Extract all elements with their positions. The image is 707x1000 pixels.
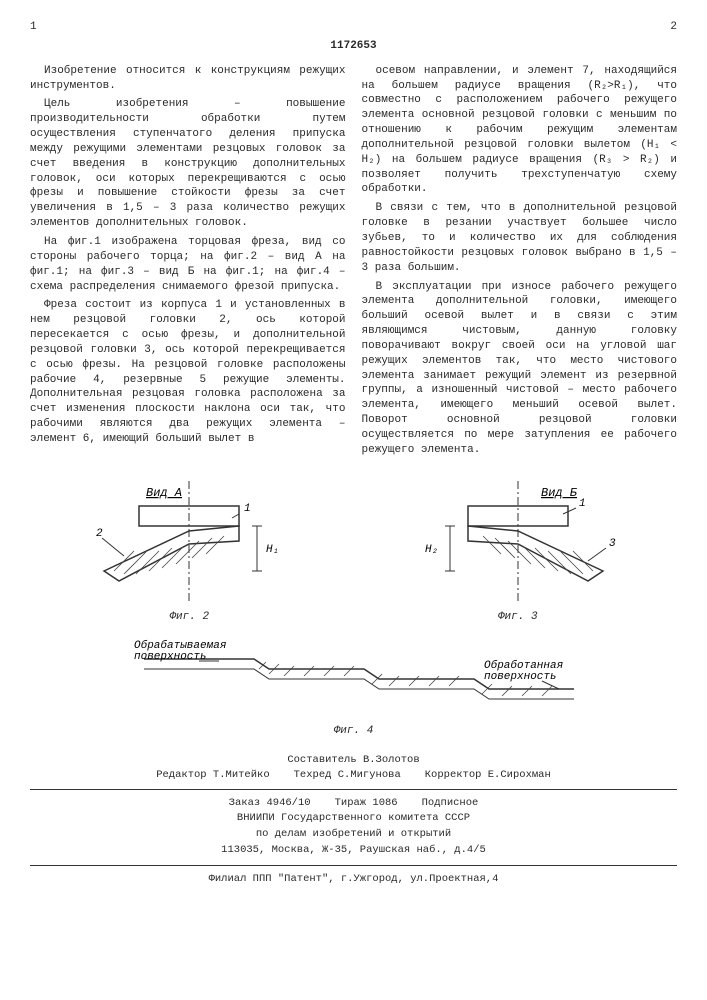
- fig3-svg: H₂ Вид Б 1 3: [413, 476, 623, 606]
- para: Фреза состоит из корпуса 1 и установленн…: [30, 298, 346, 446]
- order-num: Заказ 4946/10: [229, 796, 311, 812]
- fig2-view: Вид А: [146, 486, 182, 500]
- text-columns: Изобретение относится к конструкциям реж…: [30, 64, 677, 462]
- fig3-ref1: 1: [579, 498, 586, 510]
- para: Цель изобретения – повышение производите…: [30, 97, 346, 231]
- fig3-caption: Фиг. 3: [498, 610, 538, 625]
- page-col-2: 2: [670, 20, 677, 35]
- para: Изобретение относится к конструкциям реж…: [30, 64, 346, 94]
- fig2-caption: Фиг. 2: [169, 610, 209, 625]
- para: осевом направлении, и элемент 7, находящ…: [362, 64, 678, 198]
- column-left: Изобретение относится к конструкциям реж…: [30, 64, 346, 462]
- divider2: [30, 865, 677, 866]
- credits-block: Составитель В.Золотов Редактор Т.Митейко…: [30, 753, 677, 782]
- fig2-h-label: H₁: [266, 544, 279, 556]
- footer-block: Заказ 4946/10 Тираж 1086 Подписное ВНИИП…: [30, 796, 677, 888]
- figures-row: H₁ Вид А 1 2 Фиг. 2: [30, 476, 677, 625]
- para: В эксплуатации при износе рабочего режущ…: [362, 280, 678, 458]
- org-line1: ВНИИПИ Государственного комитета СССР: [30, 811, 677, 827]
- fig2-ref1: 1: [244, 503, 251, 515]
- fig3-ref3: 3: [609, 538, 616, 550]
- techred: Техред С.Мигунова: [294, 768, 401, 783]
- fig2-svg: H₁ Вид А 1 2: [84, 476, 294, 606]
- branch: Филиал ППП "Патент", г.Ужгород, ул.Проек…: [30, 872, 677, 888]
- page-col-1: 1: [30, 20, 37, 35]
- para: В связи с тем, что в дополнительной резц…: [362, 201, 678, 275]
- para: На фиг.1 изображена торцовая фреза, вид …: [30, 235, 346, 294]
- org-line2: по делам изобретений и открытий: [30, 827, 677, 843]
- editor: Редактор Т.Митейко: [156, 768, 269, 783]
- fig3-h-label: H₂: [425, 544, 438, 556]
- compiler: Составитель В.Золотов: [30, 753, 677, 768]
- subscription: Подписное: [422, 796, 479, 812]
- divider: [30, 789, 677, 790]
- figure-4: Обрабатываемая поверхность Обработанная …: [30, 634, 677, 739]
- figure-2: H₁ Вид А 1 2 Фиг. 2: [30, 476, 349, 625]
- fig4-svg: Обрабатываемая поверхность Обработанная …: [104, 634, 604, 714]
- corrector: Корректор Е.Сирохман: [425, 768, 551, 783]
- fig4-caption: Фиг. 4: [30, 724, 677, 739]
- addr: 113035, Москва, Ж-35, Раушская наб., д.4…: [30, 843, 677, 859]
- fig4-right-text2: поверхность: [484, 671, 557, 683]
- fig4-left-text2: поверхность: [134, 651, 207, 663]
- fig3-view: Вид Б: [541, 486, 578, 500]
- patent-number: 1172653: [30, 39, 677, 54]
- column-right: осевом направлении, и элемент 7, находящ…: [362, 64, 678, 462]
- tirage: Тираж 1086: [335, 796, 398, 812]
- figure-3: H₂ Вид Б 1 3 Фиг. 3: [359, 476, 678, 625]
